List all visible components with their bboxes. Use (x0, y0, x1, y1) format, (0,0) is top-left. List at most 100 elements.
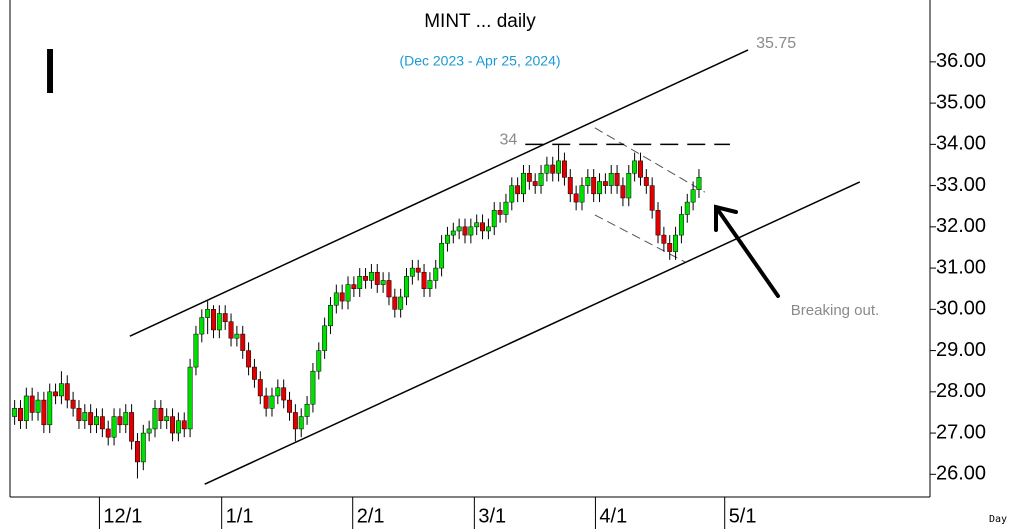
candle-body (158, 408, 164, 421)
candle-body (480, 222, 485, 232)
chart-subtitle: (Dec 2023 - Apr 25, 2024) (399, 53, 560, 69)
candle-body (199, 317, 205, 335)
trendline (204, 181, 861, 485)
candle-body (439, 243, 445, 269)
level-label: 34 (499, 132, 517, 149)
candle-body (421, 271, 427, 289)
candle-body (409, 267, 415, 277)
candle-body (82, 412, 88, 421)
candle-body (205, 309, 211, 318)
candle-body (310, 370, 316, 405)
candle-body (450, 230, 456, 236)
y-tick-label: 31.00 (936, 256, 986, 278)
y-tick-label: 30.00 (936, 298, 986, 320)
candle-body (181, 420, 187, 430)
candle-body (175, 420, 181, 434)
y-tick-label: 26.00 (936, 463, 986, 485)
candle-body (146, 428, 152, 434)
y-tick-label: 35.00 (936, 91, 986, 113)
candle-body (556, 160, 562, 174)
candle-body (591, 177, 597, 195)
candle-body (135, 441, 140, 463)
candle-body (643, 177, 649, 186)
candle-body (351, 284, 357, 289)
candle-body (216, 313, 222, 331)
candle-body (456, 226, 462, 232)
candle-body (690, 189, 696, 203)
candle-body (152, 408, 158, 430)
x-tick-label: 5/1 (729, 505, 757, 527)
candle-body (345, 284, 351, 302)
candle-body (561, 160, 567, 178)
candle-body (88, 412, 94, 426)
candle-body (281, 387, 287, 401)
candle-body (515, 185, 521, 195)
candle-body (211, 309, 216, 331)
candle-body (474, 222, 480, 228)
candle-body (105, 428, 111, 438)
candle-body (111, 416, 117, 438)
candle-body (339, 292, 345, 302)
arrow (714, 204, 780, 298)
candle-body (404, 276, 409, 298)
candle-body (23, 395, 29, 421)
candle-body (368, 271, 374, 281)
y-tick-label: 32.00 (936, 215, 986, 237)
candle-body (47, 391, 53, 426)
candle-body (544, 164, 550, 174)
x-tick-label: 1/1 (226, 505, 254, 527)
y-tick-label: 29.00 (936, 339, 986, 361)
candle-body (503, 201, 509, 215)
candle-body (316, 350, 322, 372)
candle-body (298, 416, 304, 430)
candle-body (485, 226, 491, 232)
candle-body (491, 210, 497, 228)
candle-body (129, 412, 135, 442)
y-tick-label: 36.00 (936, 50, 986, 72)
candle-body (573, 193, 579, 203)
candle-body (597, 181, 602, 195)
candle-body (70, 399, 76, 409)
candle-body (41, 399, 47, 426)
candle-body (526, 172, 532, 182)
candle-body (275, 387, 281, 397)
candle-body (638, 160, 643, 178)
candle-body (170, 416, 175, 434)
trendline (594, 214, 686, 263)
candle-body (462, 226, 468, 236)
candle-body (193, 333, 199, 368)
candle-body (468, 226, 474, 236)
candle-body (357, 276, 363, 289)
candle-body (532, 181, 538, 186)
candle-body (626, 172, 632, 199)
candle-body (386, 280, 392, 298)
y-tick-label: 28.00 (936, 380, 986, 402)
x-tick-label: 3/1 (478, 505, 506, 527)
candle-body (497, 210, 503, 215)
candle-body (433, 267, 439, 281)
chart-title: MINT ... daily (424, 11, 536, 32)
candle-body (661, 234, 667, 244)
candle-body (667, 243, 673, 252)
candle-body (18, 408, 23, 421)
candle-body (415, 267, 421, 273)
marker-text: I (41, 35, 59, 107)
candle-body (614, 172, 620, 186)
candle-body (234, 333, 240, 339)
candle-body (269, 395, 275, 409)
candle-body (99, 416, 105, 430)
y-tick-label: 33.00 (936, 174, 986, 196)
candle-body (550, 164, 556, 174)
candle-body (187, 366, 193, 430)
candle-body (304, 403, 310, 417)
candle-body (76, 408, 82, 421)
annotation: Breaking out. (791, 302, 879, 319)
x-tick-label: 12/1 (103, 505, 142, 527)
candle-body (53, 391, 59, 397)
candle-body (123, 412, 129, 426)
candle-body (538, 172, 544, 186)
candle-body (655, 210, 661, 236)
candle-body (94, 416, 99, 426)
candle-body (363, 276, 369, 281)
candle-body (240, 333, 246, 351)
